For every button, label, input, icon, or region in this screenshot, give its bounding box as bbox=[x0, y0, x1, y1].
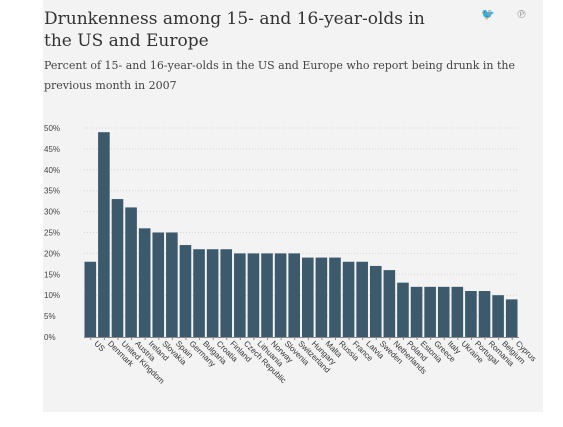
x-tick-label: US bbox=[92, 339, 106, 353]
bar bbox=[329, 257, 341, 337]
chart-card bbox=[43, 0, 543, 412]
bar bbox=[492, 295, 504, 337]
bar bbox=[288, 253, 300, 337]
y-tick-label: 0% bbox=[44, 333, 56, 342]
bar bbox=[478, 291, 491, 337]
bar bbox=[247, 253, 260, 337]
bar bbox=[451, 286, 464, 337]
bar bbox=[152, 232, 165, 337]
y-tick-label: 50% bbox=[44, 124, 60, 133]
bar bbox=[315, 257, 328, 337]
bar bbox=[111, 199, 124, 337]
bar bbox=[206, 249, 219, 337]
bar bbox=[193, 249, 205, 337]
bar bbox=[437, 286, 450, 337]
twitter-icon[interactable]: 🐦 bbox=[481, 8, 495, 21]
pinterest-icon[interactable]: ℗ bbox=[516, 8, 527, 21]
bar bbox=[166, 232, 178, 337]
bar bbox=[424, 286, 436, 337]
bar bbox=[410, 286, 423, 337]
bar bbox=[261, 253, 273, 337]
bar bbox=[138, 228, 151, 337]
y-tick-label: 10% bbox=[44, 291, 60, 300]
bar bbox=[125, 207, 137, 337]
bar bbox=[84, 261, 97, 337]
bar bbox=[356, 261, 368, 337]
y-tick-label: 40% bbox=[44, 166, 60, 175]
y-tick-label: 30% bbox=[44, 208, 60, 217]
chart-subtitle: Percent of 15- and 16-year-olds in the U… bbox=[44, 59, 516, 92]
bar bbox=[397, 282, 409, 337]
bar bbox=[220, 249, 233, 337]
bar bbox=[383, 270, 396, 337]
y-tick-label: 15% bbox=[44, 270, 60, 279]
y-tick-label: 25% bbox=[44, 229, 60, 238]
bar bbox=[302, 257, 314, 337]
bar bbox=[505, 299, 518, 337]
y-tick-label: 35% bbox=[44, 187, 60, 196]
y-tick-label: 45% bbox=[44, 145, 60, 154]
y-tick-label: 5% bbox=[44, 312, 56, 321]
facebook-icon[interactable]: f bbox=[487, 8, 491, 21]
bar bbox=[369, 265, 382, 337]
y-tick-label: 20% bbox=[44, 249, 60, 258]
bar bbox=[234, 253, 246, 337]
bar bbox=[98, 132, 110, 337]
bar bbox=[342, 261, 355, 337]
bar bbox=[179, 245, 192, 337]
bar bbox=[274, 253, 287, 337]
bar bbox=[465, 291, 477, 337]
chart-title: Drunkenness among 15- and 16-year-olds i… bbox=[44, 9, 425, 51]
